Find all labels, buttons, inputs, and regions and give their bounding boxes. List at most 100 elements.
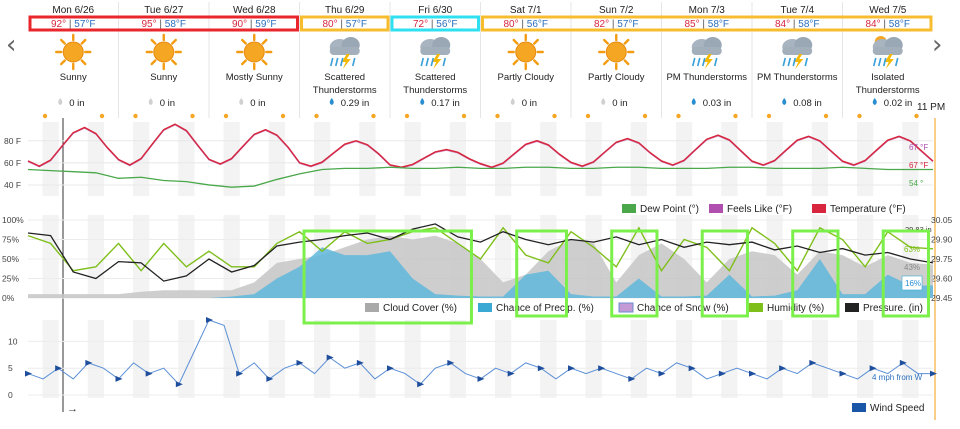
day-precip: 0.03 in [703,98,732,109]
night-band [42,320,59,398]
temp-highlight-box [28,15,299,32]
raindrop-icon [239,98,244,105]
day-precip: 0 in [160,98,175,109]
pressure-y-tick: 29.90 [931,235,953,245]
day-high: 80° [322,19,337,30]
night-band [223,320,240,398]
wind-direction-arrow-icon [718,370,726,377]
wind-direction-arrow-icon [779,365,787,372]
temperature-legend-item: Dew Point (°) [640,204,699,215]
day-low: 58°F [798,19,819,30]
annotation-highlight-box [515,229,568,318]
day-high: 84° [775,19,790,30]
day-high: 90° [232,19,247,30]
day-temps: 82° | 57°F [594,19,639,30]
day-condition: Mostly Sunny [226,72,283,83]
temp-highlight-box [481,15,933,32]
day-date: Tue 6/27 [144,5,184,16]
sunset-icon [823,113,829,119]
wind-direction-arrow-icon [25,370,32,377]
wind-direction-arrow-icon [145,370,153,377]
day-date: Wed 6/28 [233,5,276,16]
sunset-icon [280,113,286,119]
wind-direction-arrow-icon [236,370,244,377]
sunrise-icon [585,113,591,119]
wind-direction-arrow-icon [839,370,847,377]
day-condition: Thunderstorms [856,85,920,96]
raindrop-icon [872,98,877,105]
pressure-y-tick: 30.05 [931,215,953,225]
next-arrow-icon[interactable]: › [932,30,943,60]
temperature-y-tick: 80 F [4,136,21,146]
sunset-icon [371,113,376,119]
temp-highlight-box [390,15,480,32]
night-band [404,320,421,398]
night-band [585,320,602,398]
current-time-label: 11 PM [917,102,945,113]
wind-direction-arrow-icon [85,359,93,366]
wind-direction-arrow-icon [115,375,123,382]
previous-arrow-icon[interactable]: ‹ [6,30,17,60]
sunrise-icon [857,113,862,119]
sky-legend-item: Pressure. (in) [863,303,923,314]
sky-legend-item: Chance of Precip. (%) [496,303,594,314]
day-temps: 90° | 59°F [232,19,277,30]
day-date: Fri 6/30 [418,5,452,16]
day-low: 57°F [346,19,367,30]
legend-swatch [622,204,636,213]
wind-direction-arrow-icon [206,317,213,323]
wind-direction-arrow-icon [568,365,575,372]
humidity-end-label: 63% [904,245,920,254]
partly-cloudy-icon [507,33,544,71]
night-band [132,215,150,298]
sunny-icon [55,33,92,71]
temp-highlight-box [300,15,390,32]
wind-direction-arrow-icon [477,375,485,382]
day-low: 57°F [74,19,95,30]
raindrop-icon [601,98,606,105]
night-band [313,320,331,398]
temperature-y-tick: 40 F [4,180,21,190]
sunset-icon [733,113,738,119]
wind-direction-arrow-icon [598,365,606,372]
day-date: Sat 7/1 [510,5,542,16]
sunset-icon [552,113,557,119]
day-temps: 72° | 56°F [413,19,458,30]
day-high: 95° [141,19,156,30]
night-band [87,320,105,398]
legend-swatch [845,303,859,312]
cloud-cover-area [28,235,933,298]
isolated-thunderstorm-icon [872,36,903,69]
wind-direction-arrow-icon [899,359,907,366]
sky-legend-item: Cloud Cover (%) [383,303,457,314]
wind-direction-arrow-icon [266,375,274,382]
day-condition: PM Thunderstorms [757,72,838,83]
raindrop-icon [58,98,63,105]
night-band [766,320,783,398]
day-high: 82° [594,19,609,30]
day-temps: 80° | 57°F [322,19,367,30]
sunrise-icon [133,113,138,119]
night-band [675,320,693,398]
wind-end-label: 4 mph from W [872,373,923,382]
annotation-highlight-box [791,229,840,318]
thunderstorm-icon [691,37,722,69]
night-band [178,320,195,398]
sunset-icon [461,113,467,119]
sunset-icon [914,113,919,119]
wind-y-tick: 10 [8,336,18,346]
sky-legend-item: Humidity (%) [767,303,824,314]
wind-direction-arrow-icon [55,365,63,372]
day-high: 84° [865,19,880,30]
night-band [223,215,240,298]
legend-swatch [749,303,763,312]
night-band [902,320,919,398]
day-temps: 84° | 58°F [865,19,910,30]
wind-direction-arrow-icon [658,370,666,377]
night-band [178,215,195,298]
night-band [494,215,512,298]
day-condition: Partly Cloudy [588,72,645,83]
thunderstorm-icon [420,37,451,69]
day-temps: 80° | 56°F [503,19,548,30]
legend-swatch [618,302,634,313]
